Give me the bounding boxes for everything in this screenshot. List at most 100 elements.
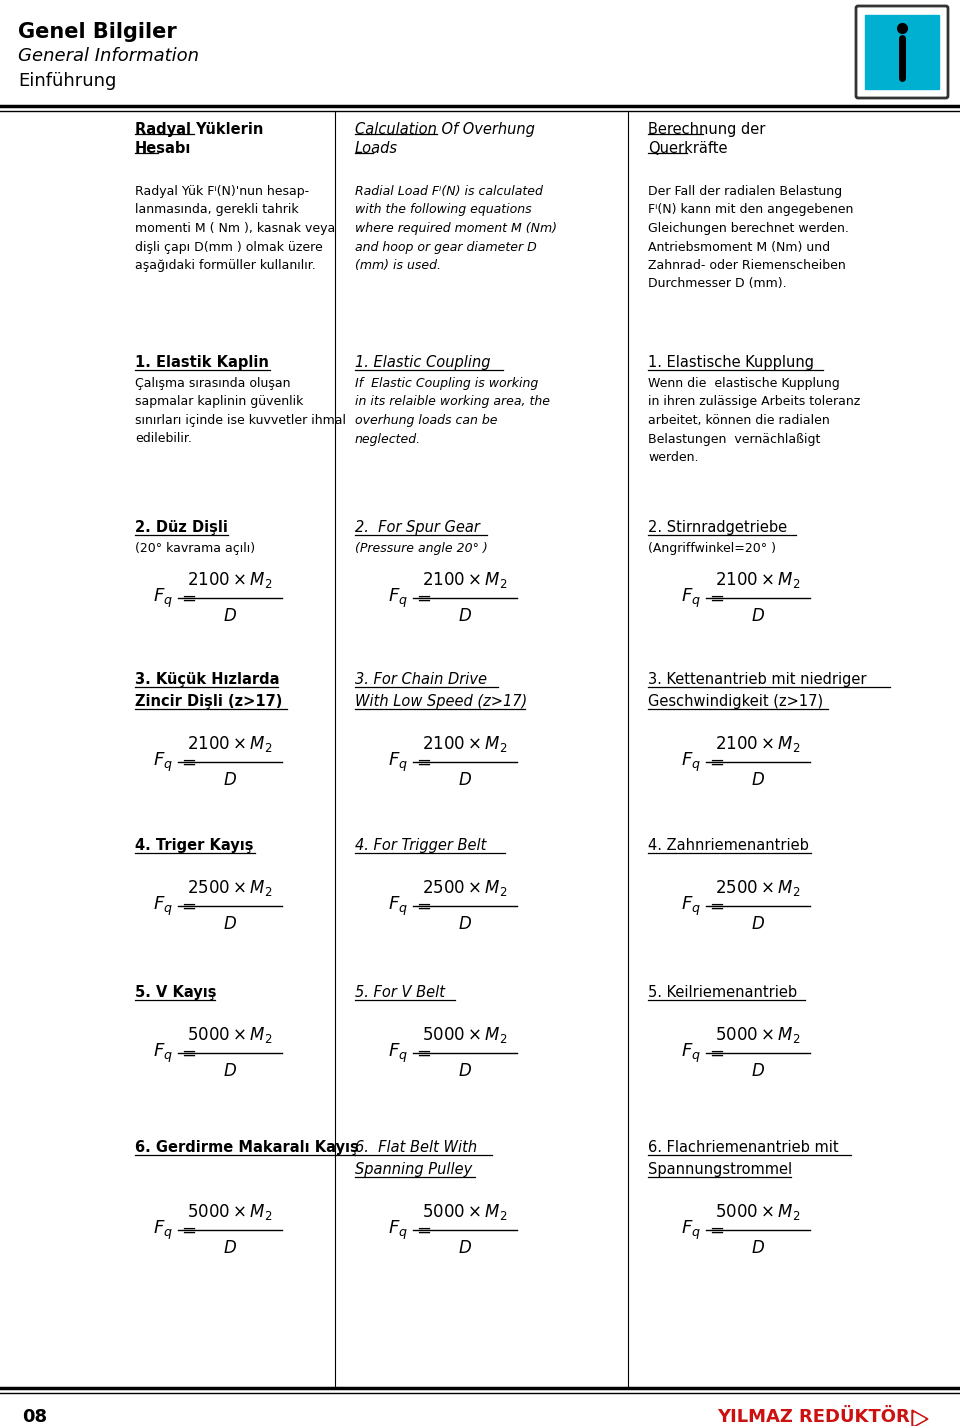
Text: 1. Elastik Kaplin: 1. Elastik Kaplin [135,355,269,369]
Text: $\mathit{F}_q$: $\mathit{F}_q$ [153,1218,173,1242]
Text: $\mathit{D}$: $\mathit{D}$ [751,1062,765,1079]
Text: General Information: General Information [18,47,199,66]
Text: Calculation Of Overhung: Calculation Of Overhung [355,123,535,137]
Text: $\mathit{D}$: $\mathit{D}$ [458,771,472,789]
Text: $\mathit{D}$: $\mathit{D}$ [458,1062,472,1079]
Text: $\mathit{D}$: $\mathit{D}$ [751,771,765,789]
Text: YILMAZ REDÜKTÖR: YILMAZ REDÜKTÖR [717,1407,910,1426]
Text: $\mathit{F}_q$: $\mathit{F}_q$ [681,750,701,773]
Text: Einführung: Einführung [18,71,116,90]
Text: Hesabı: Hesabı [135,141,191,155]
Text: $=$: $=$ [706,1044,725,1062]
Text: 3. For Chain Drive: 3. For Chain Drive [355,672,487,687]
Text: $\mathit{5000 \times M_2}$: $\mathit{5000 \times M_2}$ [422,1025,508,1045]
Text: Querkräfte: Querkräfte [648,141,728,155]
Text: $\mathit{2100 \times M_2}$: $\mathit{2100 \times M_2}$ [187,570,273,590]
Text: $\mathit{2100 \times M_2}$: $\mathit{2100 \times M_2}$ [187,734,273,754]
FancyBboxPatch shape [856,6,948,98]
Text: $=$: $=$ [413,897,432,915]
Text: $\mathit{F}_q$: $\mathit{F}_q$ [153,1041,173,1065]
Text: $\mathit{5000 \times M_2}$: $\mathit{5000 \times M_2}$ [715,1025,801,1045]
Bar [865,16,939,88]
Text: $\mathit{D}$: $\mathit{D}$ [223,607,237,625]
Text: $\mathit{D}$: $\mathit{D}$ [458,915,472,933]
Text: $=$: $=$ [178,753,197,771]
Text: Loads: Loads [355,141,398,155]
Text: 08: 08 [22,1407,47,1426]
Text: $\mathit{2500 \times M_2}$: $\mathit{2500 \times M_2}$ [422,878,508,898]
Text: $\mathit{F}_q$: $\mathit{F}_q$ [388,586,408,609]
Text: $\mathit{2100 \times M_2}$: $\mathit{2100 \times M_2}$ [422,570,508,590]
Text: $\mathit{2100 \times M_2}$: $\mathit{2100 \times M_2}$ [715,570,801,590]
Text: $\mathit{D}$: $\mathit{D}$ [458,607,472,625]
Text: $\mathit{F}_q$: $\mathit{F}_q$ [153,586,173,609]
Text: (20° kavrama açılı): (20° kavrama açılı) [135,542,255,555]
Text: 5. For V Belt: 5. For V Belt [355,985,445,1000]
Text: 4. For Trigger Belt: 4. For Trigger Belt [355,838,487,853]
Text: $\mathit{D}$: $\mathit{D}$ [751,915,765,933]
Polygon shape [914,1413,925,1425]
Text: $\mathit{F}_q$: $\mathit{F}_q$ [153,894,173,917]
Text: $\mathit{D}$: $\mathit{D}$ [223,1239,237,1256]
Text: Radyal Yük Fⁱ(N)'nun hesap-
lanmasında, gerekli tahrik
momenti M ( Nm ), kasnak : Radyal Yük Fⁱ(N)'nun hesap- lanmasında, … [135,185,335,272]
Text: If  Elastic Coupling is working
in its relaible working area, the
overhung loads: If Elastic Coupling is working in its re… [355,376,550,445]
Text: $\mathit{F}_q$: $\mathit{F}_q$ [153,750,173,773]
Text: 3. Küçük Hızlarda: 3. Küçük Hızlarda [135,672,279,687]
Text: $=$: $=$ [706,897,725,915]
Text: $\mathit{2500 \times M_2}$: $\mathit{2500 \times M_2}$ [187,878,273,898]
Text: $\mathit{D}$: $\mathit{D}$ [751,607,765,625]
Text: $=$: $=$ [413,1221,432,1239]
Text: $=$: $=$ [706,1221,725,1239]
Text: $\mathit{5000 \times M_2}$: $\mathit{5000 \times M_2}$ [422,1202,508,1222]
Text: Wenn die  elastische Kupplung
in ihren zulässige Arbeits toleranz
arbeitet, könn: Wenn die elastische Kupplung in ihren zu… [648,376,860,463]
Text: 6.  Flat Belt With: 6. Flat Belt With [355,1139,477,1155]
Text: $=$: $=$ [413,1044,432,1062]
Text: $\mathit{F}_q$: $\mathit{F}_q$ [681,586,701,609]
Text: Spanning Pulley: Spanning Pulley [355,1162,472,1176]
Text: 2.  For Spur Gear: 2. For Spur Gear [355,520,480,535]
Text: $\mathit{5000 \times M_2}$: $\mathit{5000 \times M_2}$ [187,1025,273,1045]
Text: 4. Zahnriemenantrieb: 4. Zahnriemenantrieb [648,838,809,853]
Text: 6. Flachriemenantrieb mit: 6. Flachriemenantrieb mit [648,1139,839,1155]
Text: (Angriffwinkel=20° ): (Angriffwinkel=20° ) [648,542,776,555]
Text: 2. Stirnradgetriebe: 2. Stirnradgetriebe [648,520,787,535]
Text: $\mathit{F}_q$: $\mathit{F}_q$ [388,1218,408,1242]
Text: Çalışma sırasında oluşan
sapmalar kaplinin güvenlik
sınırları içinde ise kuvvetl: Çalışma sırasında oluşan sapmalar kaplin… [135,376,346,445]
Text: $\mathit{F}_q$: $\mathit{F}_q$ [388,1041,408,1065]
Text: $=$: $=$ [178,897,197,915]
Text: Spannungstrommel: Spannungstrommel [648,1162,792,1176]
Text: 5. V Kayış: 5. V Kayış [135,985,217,1000]
Text: $\mathit{F}_q$: $\mathit{F}_q$ [681,894,701,917]
Text: Radial Load Fⁱ(N) is calculated
with the following equations
where required mome: Radial Load Fⁱ(N) is calculated with the… [355,185,557,272]
Text: $\mathit{D}$: $\mathit{D}$ [223,771,237,789]
Text: 3. Kettenantrieb mit niedriger: 3. Kettenantrieb mit niedriger [648,672,867,687]
Text: $=$: $=$ [706,589,725,607]
Polygon shape [912,1410,928,1426]
Text: $\mathit{D}$: $\mathit{D}$ [223,1062,237,1079]
Text: 1. Elastische Kupplung: 1. Elastische Kupplung [648,355,814,369]
Text: $=$: $=$ [413,589,432,607]
Text: $=$: $=$ [178,1221,197,1239]
Text: $=$: $=$ [413,753,432,771]
Text: With Low Speed (z>17): With Low Speed (z>17) [355,694,527,709]
Text: Zincir Dişli (z>17): Zincir Dişli (z>17) [135,694,282,709]
Text: Berechnung der: Berechnung der [648,123,765,137]
Text: 6. Gerdirme Makaralı Kayış: 6. Gerdirme Makaralı Kayış [135,1139,359,1155]
Text: $\mathit{F}_q$: $\mathit{F}_q$ [681,1041,701,1065]
Text: 4. Triger Kayış: 4. Triger Kayış [135,838,253,853]
Text: Radyal Yüklerin: Radyal Yüklerin [135,123,263,137]
Text: $\mathit{2500 \times M_2}$: $\mathit{2500 \times M_2}$ [715,878,801,898]
Text: $=$: $=$ [178,589,197,607]
Text: $\mathit{F}_q$: $\mathit{F}_q$ [681,1218,701,1242]
Text: Geschwindigkeit (z>17): Geschwindigkeit (z>17) [648,694,823,709]
Text: Der Fall der radialen Belastung
Fⁱ(N) kann mit den angegebenen
Gleichungen berec: Der Fall der radialen Belastung Fⁱ(N) ka… [648,185,853,291]
Text: $\mathit{5000 \times M_2}$: $\mathit{5000 \times M_2}$ [715,1202,801,1222]
Text: $\mathit{D}$: $\mathit{D}$ [458,1239,472,1256]
Text: (Pressure angle 20° ): (Pressure angle 20° ) [355,542,488,555]
Text: $\mathit{2100 \times M_2}$: $\mathit{2100 \times M_2}$ [715,734,801,754]
Text: $=$: $=$ [178,1044,197,1062]
Text: $\mathit{F}_q$: $\mathit{F}_q$ [388,894,408,917]
Text: $=$: $=$ [706,753,725,771]
Text: 5. Keilriemenantrieb: 5. Keilriemenantrieb [648,985,797,1000]
Text: Genel Bilgiler: Genel Bilgiler [18,21,177,41]
